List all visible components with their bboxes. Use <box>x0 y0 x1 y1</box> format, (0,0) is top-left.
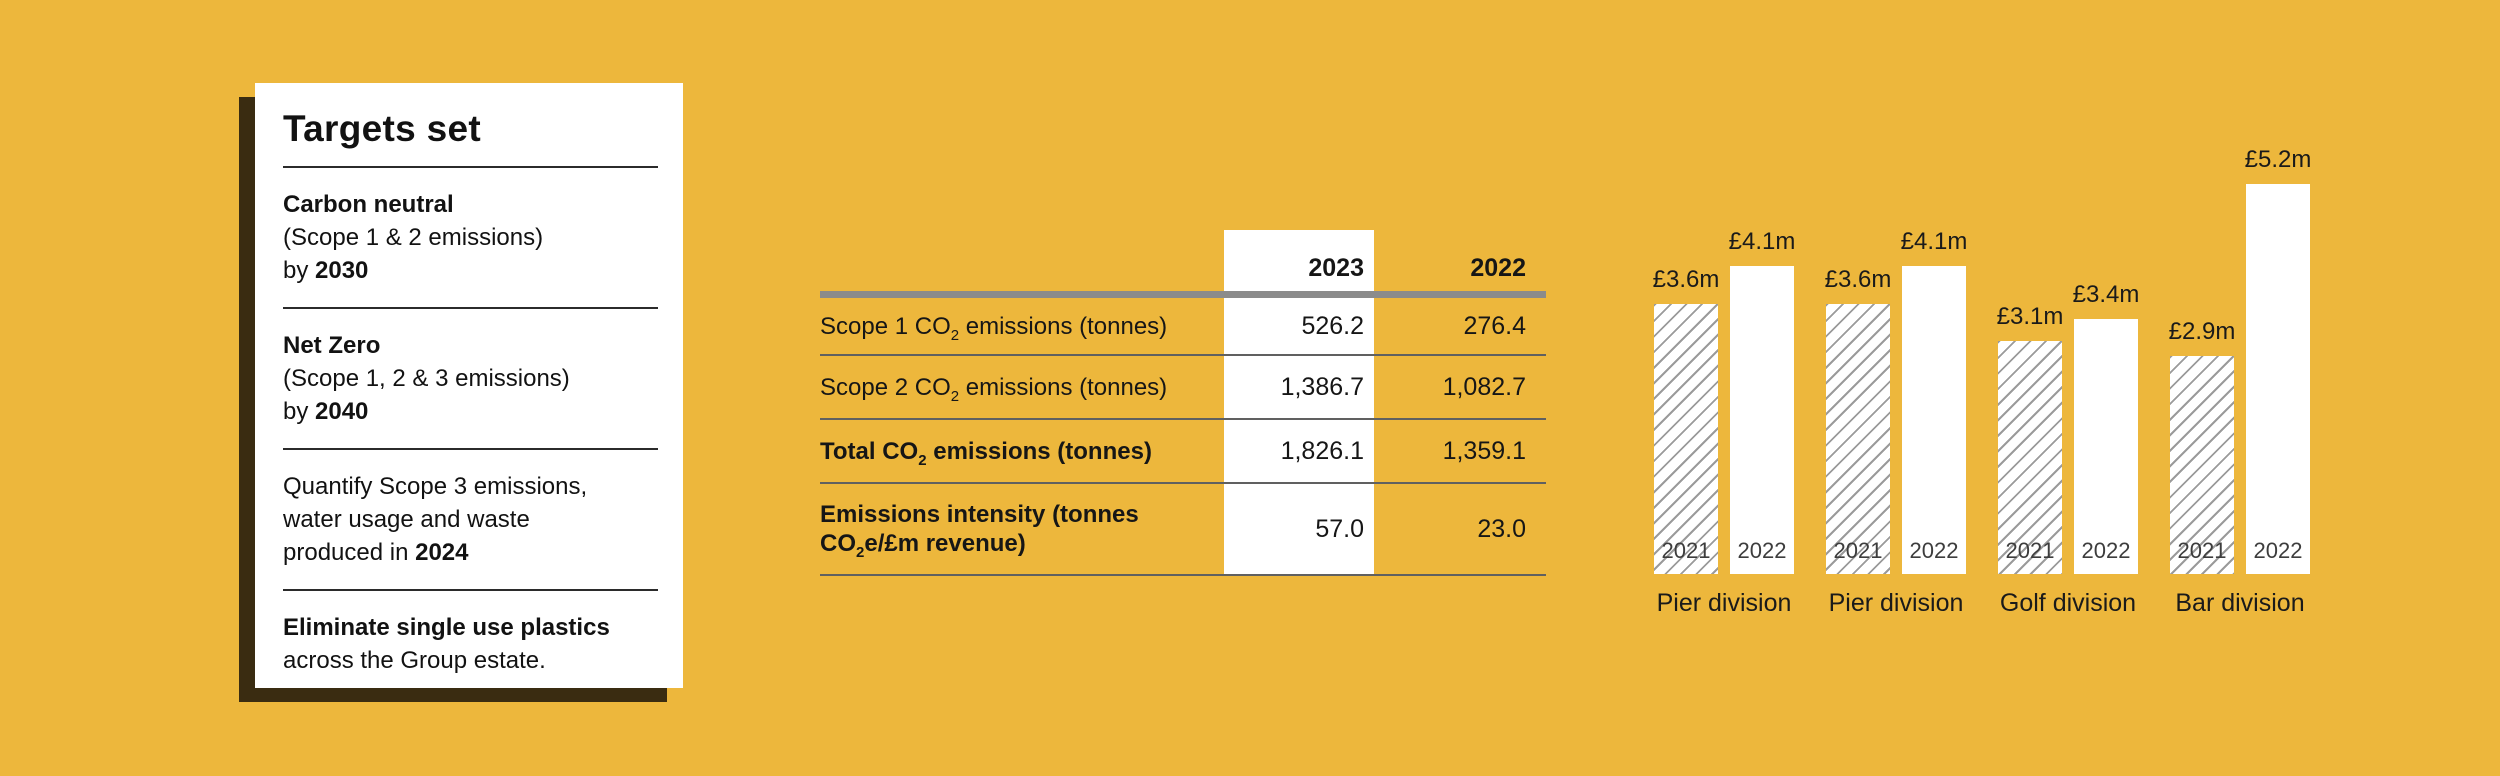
division-label: Pier division <box>1828 589 1964 617</box>
divider <box>283 307 658 309</box>
table-row-total: Total CO2 emissions (tonnes) 1,826.1 1,3… <box>820 420 1546 484</box>
table-row-scope2: Scope 2 CO2 emissions (tonnes) 1,386.7 1… <box>820 356 1546 420</box>
target-detail: produced in <box>283 539 416 566</box>
bar-2021: 2021 <box>1998 341 2062 574</box>
target-detail: by <box>283 398 316 425</box>
bar-group: 2021 £2.9m 2022 £5.2m Bar division <box>2169 0 2312 776</box>
bar-year-label: 2021 <box>2177 538 2227 563</box>
bar-2022: 2022 <box>1902 266 1966 574</box>
target-plastics: Eliminate single use plastics across the… <box>283 611 658 677</box>
divider <box>283 166 658 168</box>
divider <box>283 448 658 450</box>
table-row-scope1: Scope 1 CO2 emissions (tonnes) 526.2 276… <box>820 298 1546 356</box>
target-year: 2030 <box>315 257 369 284</box>
target-heading: Carbon neutral <box>283 191 454 218</box>
value-2022: 1,359.1 <box>1442 436 1526 465</box>
target-detail: across the Group estate. <box>283 647 546 674</box>
bar-value-label: £4.1m <box>1728 228 1796 255</box>
bar-2021: 2021 <box>2170 356 2234 574</box>
division-label: Bar division <box>2175 589 2305 617</box>
value-2023: 526.2 <box>1301 311 1364 340</box>
value-2023: 1,826.1 <box>1280 436 1364 465</box>
target-detail: (Scope 1, 2 & 3 emissions) <box>283 365 570 392</box>
column-header-2023: 2023 <box>1308 254 1364 282</box>
bar-value-label: £3.1m <box>1996 303 2064 330</box>
table-row-intensity: Emissions intensity (tonnes CO2e/£m reven… <box>820 484 1546 576</box>
target-detail: Quantify Scope 3 emissions, <box>283 473 588 500</box>
divider <box>283 589 658 591</box>
bar-2021: 2021 <box>1826 304 1890 574</box>
row-label: Scope 2 CO2 emissions (tonnes) <box>820 373 1168 405</box>
revenue-bar-chart: 2021 £3.6m 2022 £4.1m Pier division 2021 £3.6m… <box>1653 0 2354 776</box>
bar-year-label: 2021 <box>2005 538 2055 563</box>
value-2022: 23.0 <box>1477 514 1526 543</box>
bar-value-label: £3.6m <box>1652 266 1720 293</box>
target-detail: by <box>283 257 316 284</box>
bar-value-label: £4.1m <box>1900 228 1968 255</box>
value-2023: 57.0 <box>1315 514 1364 543</box>
row-label: Total CO2 emissions (tonnes) <box>820 437 1152 469</box>
emissions-table: 2023 2022 Scope 1 CO2 emissions (tonnes)… <box>820 230 1546 576</box>
bar-2022: 2022 <box>1730 266 1794 574</box>
bar-value-label: £3.4m <box>2072 281 2140 308</box>
bar-year-label: 2021 <box>1833 538 1883 563</box>
target-year: 2040 <box>315 398 369 425</box>
bar-year-label: 2022 <box>1909 538 1959 563</box>
bar-group: 2021 £3.6m 2022 £4.1m Pier division <box>1653 0 1796 776</box>
target-heading: Eliminate single use plastics <box>283 614 610 641</box>
target-quantify-scope3: Quantify Scope 3 emissions, water usage … <box>283 470 658 569</box>
bar-value-label: £2.9m <box>2168 318 2236 345</box>
bar-year-label: 2021 <box>1661 538 1711 563</box>
target-detail: water usage and waste <box>283 506 530 533</box>
bar-year-label: 2022 <box>2253 538 2303 563</box>
target-detail: (Scope 1 & 2 emissions) <box>283 224 544 251</box>
division-label: Pier division <box>1656 589 1792 617</box>
card-title: Targets set <box>283 108 481 149</box>
bar-2021: 2021 <box>1654 304 1718 574</box>
bar-2022: 2022 <box>2246 184 2310 574</box>
division-label: Golf division <box>1999 589 2137 617</box>
bar-year-label: 2022 <box>1737 538 1787 563</box>
bar-value-label: £5.2m <box>2244 146 2312 173</box>
row-label: Emissions intensity (tonnes CO2e/£m reven… <box>820 501 1139 561</box>
table-header-rule <box>820 291 1546 298</box>
bar-group: 2021 £3.6m 2022 £4.1m Pier division <box>1825 0 1968 776</box>
highlight-column-2023 <box>1224 230 1374 576</box>
target-net-zero: Net Zero (Scope 1, 2 & 3 emissions) by 2… <box>283 329 658 428</box>
bar-year-label: 2022 <box>2081 538 2131 563</box>
bar-value-label: £3.6m <box>1824 266 1892 293</box>
row-label: Scope 1 CO2 emissions (tonnes) <box>820 312 1168 344</box>
bar-group: 2021 £3.1m 2022 £3.4m Golf division <box>1997 0 2140 776</box>
bar-2022: 2022 <box>2074 319 2138 574</box>
target-carbon-neutral: Carbon neutral (Scope 1 & 2 emissions) b… <box>283 188 658 287</box>
target-heading: Net Zero <box>283 332 381 359</box>
column-header-2022: 2022 <box>1470 254 1526 282</box>
target-year: 2024 <box>415 539 469 566</box>
value-2022: 276.4 <box>1463 311 1526 340</box>
table-header-row: 2023 2022 <box>820 230 1546 291</box>
value-2022: 1,082.7 <box>1442 372 1526 401</box>
value-2023: 1,386.7 <box>1280 372 1364 401</box>
targets-card: Targets set Carbon neutral (Scope 1 & 2 … <box>255 83 683 688</box>
